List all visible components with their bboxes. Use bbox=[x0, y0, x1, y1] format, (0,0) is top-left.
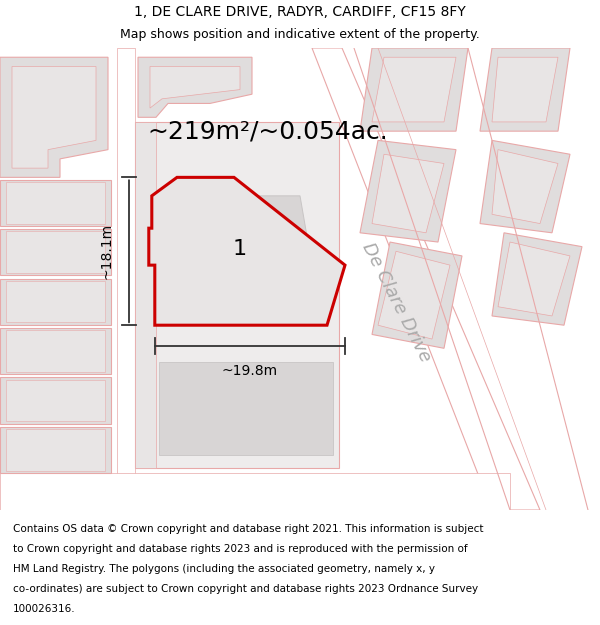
Polygon shape bbox=[0, 473, 510, 510]
Polygon shape bbox=[6, 380, 105, 421]
Polygon shape bbox=[372, 154, 444, 232]
Text: De Clare Drive: De Clare Drive bbox=[358, 239, 434, 365]
Text: HM Land Registry. The polygons (including the associated geometry, namely x, y: HM Land Registry. The polygons (includin… bbox=[13, 564, 435, 574]
Text: 1, DE CLARE DRIVE, RADYR, CARDIFF, CF15 8FY: 1, DE CLARE DRIVE, RADYR, CARDIFF, CF15 … bbox=[134, 5, 466, 19]
Text: co-ordinates) are subject to Crown copyright and database rights 2023 Ordnance S: co-ordinates) are subject to Crown copyr… bbox=[13, 584, 478, 594]
Polygon shape bbox=[12, 66, 96, 168]
Polygon shape bbox=[165, 196, 312, 311]
Polygon shape bbox=[0, 279, 111, 325]
Polygon shape bbox=[480, 141, 570, 232]
Polygon shape bbox=[135, 122, 156, 468]
Text: Contains OS data © Crown copyright and database right 2021. This information is : Contains OS data © Crown copyright and d… bbox=[13, 524, 484, 534]
Polygon shape bbox=[117, 48, 135, 510]
Polygon shape bbox=[150, 66, 240, 108]
Text: ~19.8m: ~19.8m bbox=[222, 364, 278, 378]
Polygon shape bbox=[6, 281, 105, 322]
Polygon shape bbox=[0, 229, 111, 275]
Polygon shape bbox=[360, 48, 468, 131]
Polygon shape bbox=[0, 328, 111, 374]
Text: to Crown copyright and database rights 2023 and is reproduced with the permissio: to Crown copyright and database rights 2… bbox=[13, 544, 468, 554]
Polygon shape bbox=[159, 362, 333, 454]
Polygon shape bbox=[149, 177, 345, 325]
Polygon shape bbox=[0, 427, 111, 473]
Polygon shape bbox=[6, 429, 105, 471]
Text: ~18.1m: ~18.1m bbox=[99, 223, 113, 279]
Polygon shape bbox=[6, 182, 105, 224]
Polygon shape bbox=[372, 58, 456, 122]
Polygon shape bbox=[312, 48, 540, 510]
Polygon shape bbox=[0, 179, 111, 226]
Polygon shape bbox=[6, 231, 105, 273]
Polygon shape bbox=[492, 149, 558, 224]
Polygon shape bbox=[498, 242, 570, 316]
Polygon shape bbox=[372, 242, 462, 348]
Text: Map shows position and indicative extent of the property.: Map shows position and indicative extent… bbox=[120, 28, 480, 41]
Polygon shape bbox=[480, 48, 570, 131]
Text: ~219m²/~0.054ac.: ~219m²/~0.054ac. bbox=[147, 119, 388, 143]
Polygon shape bbox=[6, 330, 105, 372]
Polygon shape bbox=[135, 122, 339, 468]
Polygon shape bbox=[0, 58, 108, 178]
Polygon shape bbox=[492, 232, 582, 325]
Text: 1: 1 bbox=[233, 239, 247, 259]
Polygon shape bbox=[378, 251, 450, 339]
Polygon shape bbox=[360, 141, 456, 242]
Polygon shape bbox=[492, 58, 558, 122]
Polygon shape bbox=[138, 58, 252, 118]
Polygon shape bbox=[0, 378, 111, 424]
Text: 100026316.: 100026316. bbox=[13, 604, 76, 614]
